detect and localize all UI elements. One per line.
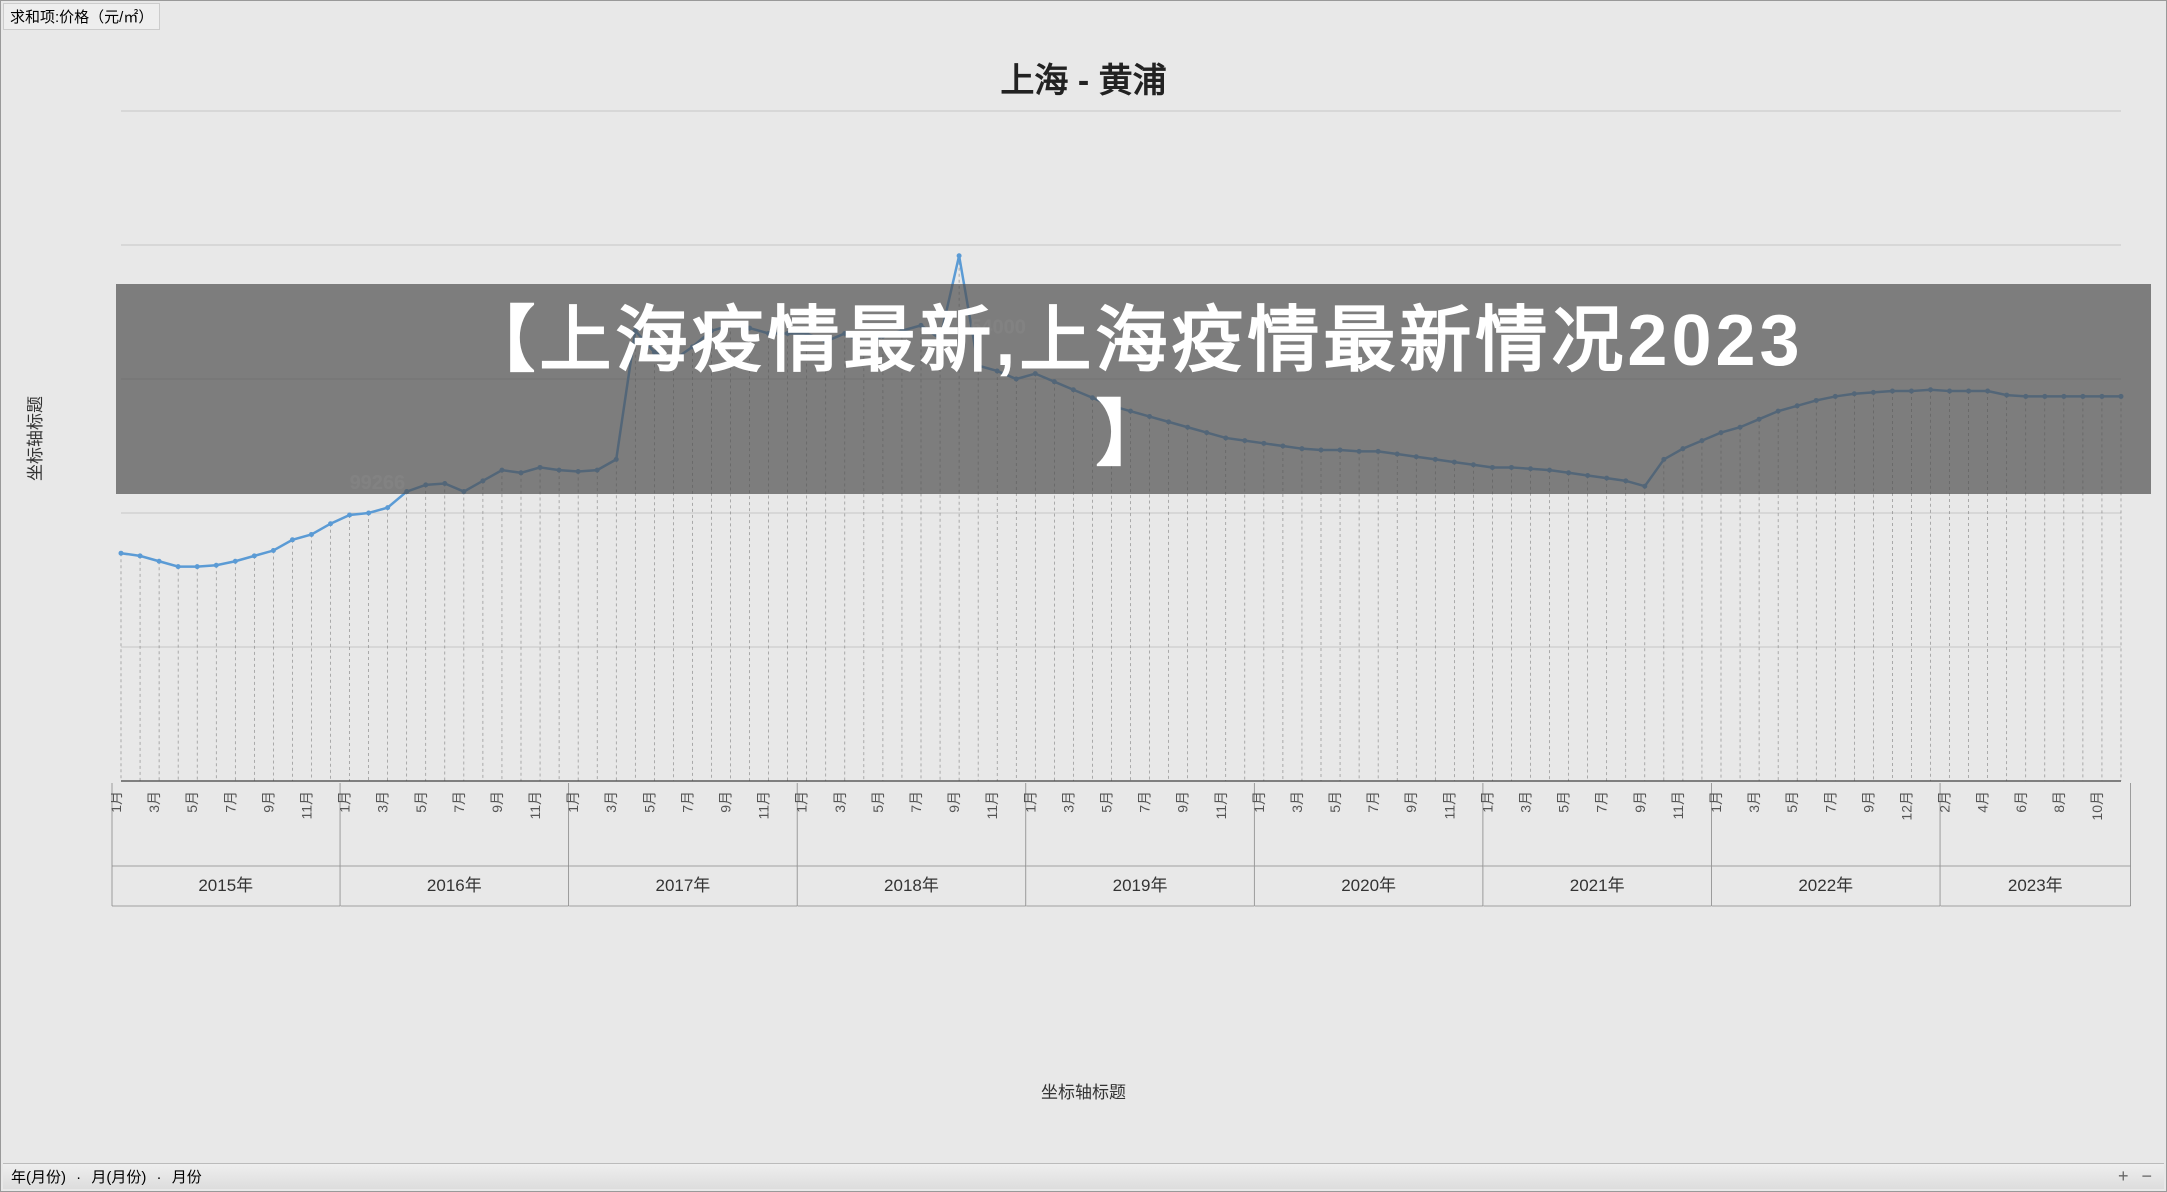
svg-text:11月: 11月 [527,791,543,820]
svg-text:7月: 7月 [908,791,924,813]
svg-text:3月: 3月 [832,791,848,813]
x-axis-title: 坐标轴标题 [1041,1078,1126,1103]
svg-text:2019年: 2019年 [1113,876,1168,895]
svg-text:11月: 11月 [1213,791,1229,820]
svg-text:3月: 3月 [1518,791,1534,813]
svg-text:1月: 1月 [565,791,581,813]
svg-text:1月: 1月 [111,791,124,813]
svg-text:7月: 7月 [1137,791,1153,813]
svg-text:11月: 11月 [298,791,314,820]
svg-text:11月: 11月 [756,791,772,820]
svg-text:1月: 1月 [1479,791,1495,813]
hierarchy-sep1: · [76,1169,81,1186]
measure-field-label[interactable]: 求和项:价格（元/㎡） [3,3,160,30]
svg-text:2017年: 2017年 [655,876,710,895]
svg-text:7月: 7月 [451,791,467,813]
overlay-text-line1: 【上海疫情最新,上海疫情最新情况2023 [463,295,1803,389]
svg-text:1月: 1月 [794,791,810,813]
svg-text:2023年: 2023年 [2008,876,2063,895]
overlay-banner: 【上海疫情最新,上海疫情最新情况2023 】 [116,284,2151,494]
svg-text:9月: 9月 [1860,791,1876,813]
svg-text:5月: 5月 [641,791,657,813]
svg-text:5月: 5月 [1784,791,1800,813]
svg-text:6月: 6月 [2013,791,2029,813]
footer-bar: 年(月份) · 月(月份) · 月份 + − [3,1163,2164,1189]
svg-text:7月: 7月 [679,791,695,813]
svg-text:2020年: 2020年 [1341,876,1396,895]
svg-text:9月: 9月 [1403,791,1419,813]
svg-text:5月: 5月 [184,791,200,813]
svg-text:3月: 3月 [1060,791,1076,813]
svg-text:1月: 1月 [1251,791,1267,813]
svg-text:5月: 5月 [870,791,886,813]
svg-text:7月: 7月 [1594,791,1610,813]
line-chart-svg: 0500001000001500002000002500001月3月5月7月9月… [111,91,2131,951]
hierarchy-month-group[interactable]: 月(月份) [91,1169,146,1186]
svg-text:1月: 1月 [1022,791,1038,813]
svg-text:3月: 3月 [603,791,619,813]
svg-text:9月: 9月 [489,791,505,813]
svg-text:2016年: 2016年 [427,876,482,895]
svg-text:7月: 7月 [1365,791,1381,813]
svg-text:3月: 3月 [1289,791,1305,813]
svg-text:11月: 11月 [1670,791,1686,820]
svg-text:8月: 8月 [2051,791,2067,813]
svg-text:12月: 12月 [1898,791,1914,821]
svg-text:2月: 2月 [1937,791,1953,813]
svg-text:1月: 1月 [337,791,353,813]
chart-window: 求和项:价格（元/㎡） 上海 - 黄浦 坐标轴标题 05000010000015… [0,0,2167,1192]
svg-text:7月: 7月 [1822,791,1838,813]
svg-text:2015年: 2015年 [198,876,253,895]
svg-text:5月: 5月 [1098,791,1114,813]
overlay-text-line2: 】 [1095,389,1171,483]
svg-text:9月: 9月 [1632,791,1648,813]
svg-text:2018年: 2018年 [884,876,939,895]
svg-text:1月: 1月 [1708,791,1724,813]
svg-text:9月: 9月 [718,791,734,813]
svg-text:9月: 9月 [260,791,276,813]
chart-plot-area: 0500001000001500002000002500001月3月5月7月9月… [111,91,2131,951]
hierarchy-month[interactable]: 月份 [172,1169,202,1186]
svg-text:5月: 5月 [1556,791,1572,813]
svg-text:2021年: 2021年 [1570,876,1625,895]
svg-text:11月: 11月 [1441,791,1457,820]
hierarchy-sep2: · [157,1169,162,1186]
svg-text:3月: 3月 [1746,791,1762,813]
axis-hierarchy[interactable]: 年(月份) · 月(月份) · 月份 [11,1166,208,1187]
drill-controls[interactable]: + − [2118,1166,2156,1187]
svg-text:10月: 10月 [2089,791,2105,821]
svg-text:5月: 5月 [1327,791,1343,813]
svg-text:5月: 5月 [413,791,429,813]
y-axis-title: 坐标轴标题 [21,396,46,481]
hierarchy-year[interactable]: 年(月份) [11,1169,66,1186]
svg-text:7月: 7月 [222,791,238,813]
svg-text:11月: 11月 [984,791,1000,820]
svg-text:9月: 9月 [946,791,962,813]
svg-text:9月: 9月 [1175,791,1191,813]
svg-text:3月: 3月 [375,791,391,813]
svg-text:2022年: 2022年 [1798,876,1853,895]
svg-text:4月: 4月 [1975,791,1991,813]
svg-text:3月: 3月 [146,791,162,813]
